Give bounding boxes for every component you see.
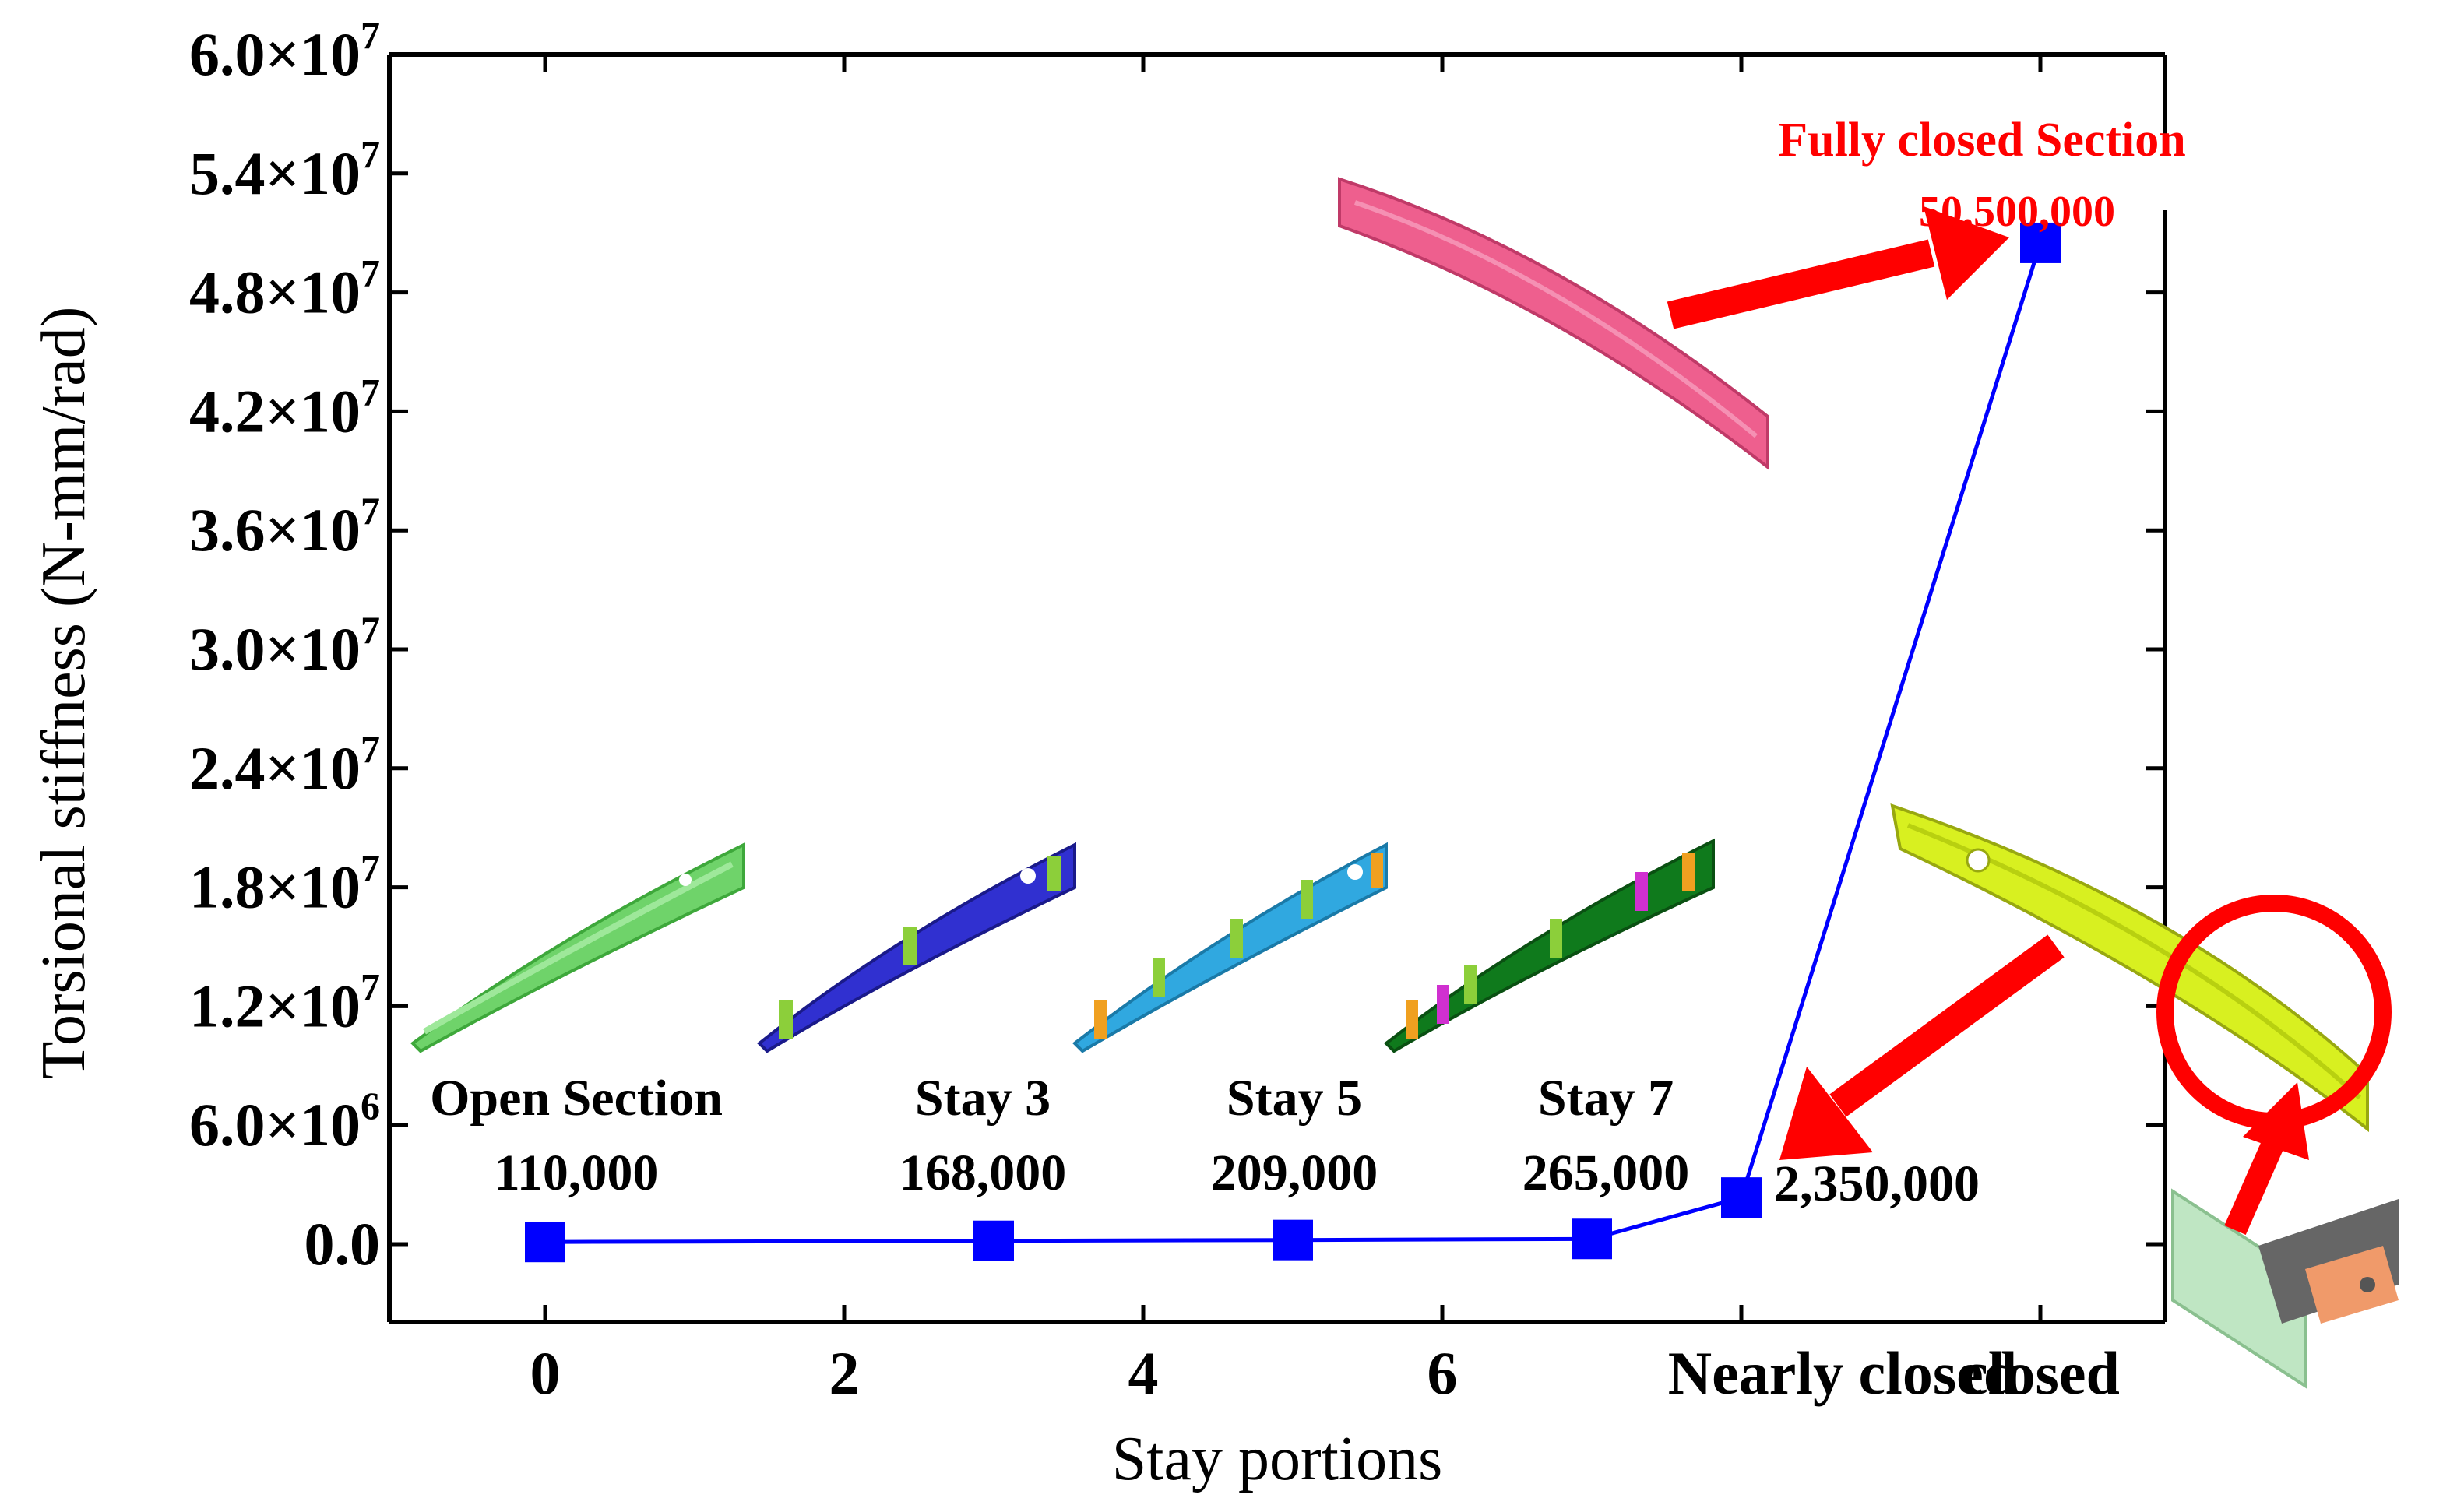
x-tick-label-2: 4 [1128, 1339, 1159, 1407]
y-axis-title: Torsional stiffness (N-mm/rad) [30, 307, 98, 1080]
data-point-marker-2 [1273, 1219, 1313, 1261]
label-stay-7-title: Stay 7 [1538, 1070, 1674, 1127]
stay-5-part-image [1072, 842, 1388, 1053]
data-point-marker-0 [525, 1222, 565, 1263]
label-nearly-closed-value: 2,350,000 [1774, 1155, 1980, 1212]
series-line [544, 242, 2043, 1244]
data-point-marker-5 [2020, 222, 2061, 263]
label-open-section-value: 110,000 [495, 1145, 659, 1201]
y-tick-label-9: 5.4×107 [189, 132, 380, 207]
y-tick-label-1: 6.0×106 [189, 1084, 380, 1159]
x-tick-label-1: 2 [829, 1339, 860, 1407]
stay-3-part-image [757, 842, 1076, 1053]
y-tick-label-5: 3.0×107 [189, 608, 380, 683]
y-tick-label-3: 1.8×107 [189, 846, 380, 921]
data-point-marker-3 [1572, 1218, 1612, 1260]
label-stay-5-title: Stay 5 [1227, 1070, 1362, 1127]
detail-inset-image [2171, 1188, 2399, 1389]
data-point-marker-1 [973, 1220, 1014, 1261]
point-labels: Open Section 110,000 Stay 3 168,000 Stay… [430, 114, 2186, 1212]
y-tick-label-2: 1.2×107 [189, 965, 380, 1039]
stay-7-part-image [1383, 838, 1715, 1053]
y-axis-ticks: 0.0 6.0×106 1.2×107 1.8×107 2.4×107 3.0×107 3.… [189, 13, 2165, 1278]
fully-closed-part-image [1338, 177, 1769, 471]
label-stay-7-value: 265,000 [1522, 1145, 1690, 1201]
y-tick-label-0: 0.0 [304, 1210, 381, 1278]
label-stay-3-title: Stay 3 [915, 1070, 1051, 1127]
arrow-to-nearly-closed [1779, 934, 2065, 1160]
part-illustrations [410, 177, 2399, 1389]
label-fully-closed-title: Fully closed Section [1778, 114, 2186, 167]
label-stay-5-value: 209,000 [1211, 1145, 1378, 1201]
y-tick-label-7: 4.2×107 [189, 370, 380, 445]
y-tick-label-6: 3.6×107 [189, 489, 380, 564]
label-open-section-title: Open Section [430, 1070, 723, 1127]
nearly-closed-part-image [1890, 803, 2369, 1133]
series-markers [525, 222, 2061, 1263]
open-section-part-image [410, 842, 745, 1053]
plot-frame [387, 52, 2167, 1324]
x-tick-label-5: closed [1961, 1339, 2120, 1407]
y-tick-label-10: 6.0×107 [189, 13, 380, 88]
arrow-from-inset [2224, 1082, 2309, 1236]
highlight-annotations [1667, 206, 2392, 1236]
label-fully-closed-value: 50,500,000 [1919, 188, 2115, 236]
y-tick-label-8: 4.8×107 [189, 251, 380, 326]
data-point-marker-4 [1721, 1177, 1762, 1218]
arrow-to-fully-closed [1667, 206, 2009, 329]
label-stay-3-value: 168,000 [899, 1145, 1067, 1201]
x-tick-label-0: 0 [530, 1339, 561, 1407]
x-axis-title: Stay portions [1112, 1425, 1442, 1493]
x-tick-label-4: Nearly closed [1668, 1339, 2017, 1407]
y-tick-label-4: 2.4×107 [189, 727, 380, 802]
x-tick-label-3: 6 [1427, 1339, 1458, 1407]
